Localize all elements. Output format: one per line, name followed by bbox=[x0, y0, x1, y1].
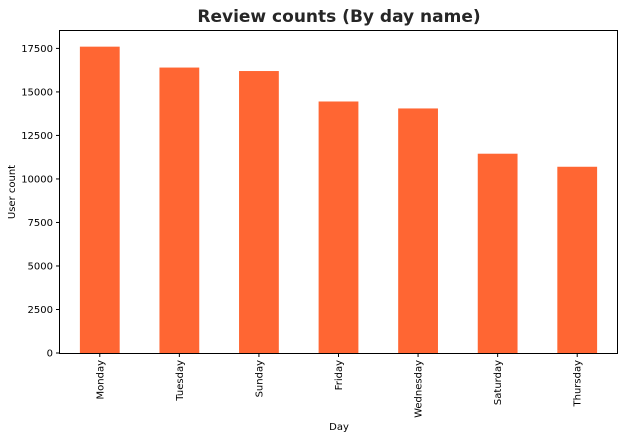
bar-thursday bbox=[557, 166, 598, 353]
y-tick-label-7500: 7500 bbox=[28, 218, 53, 229]
bar-saturday bbox=[477, 153, 518, 353]
x-tick-label-friday: Friday bbox=[334, 360, 345, 390]
x-axis: Monday Tuesday Sunday Friday Wednesday Saturd… bbox=[95, 353, 584, 418]
x-tick-label-monday: Monday bbox=[95, 360, 106, 400]
bars-layer bbox=[79, 46, 598, 354]
bar-sunday bbox=[239, 71, 279, 353]
x-tick-label-sunday: Sunday bbox=[254, 360, 265, 397]
plot-frame bbox=[59, 30, 618, 354]
x-tick-label-tuesday: Tuesday bbox=[175, 360, 186, 402]
y-tick-label-5000: 5000 bbox=[28, 261, 53, 272]
y-tick-label-0: 0 bbox=[47, 349, 53, 360]
y-tick-label-17500: 17500 bbox=[21, 44, 53, 55]
bar-tuesday bbox=[159, 67, 200, 354]
y-axis: 0 2500 5000 7500 10000 12500 15000 17500 bbox=[21, 44, 60, 360]
x-axis-label: Day bbox=[329, 422, 349, 433]
y-tick-label-10000: 10000 bbox=[21, 174, 53, 185]
bar-monday bbox=[79, 46, 120, 353]
chart-title: Review counts (By day name) bbox=[197, 7, 480, 27]
y-tick-label-12500: 12500 bbox=[21, 131, 53, 142]
x-tick-label-wednesday: Wednesday bbox=[414, 360, 425, 418]
y-axis-label: User count bbox=[7, 165, 18, 219]
bar-wednesday bbox=[398, 108, 438, 353]
y-tick-label-15000: 15000 bbox=[21, 87, 53, 98]
x-tick-label-saturday: Saturday bbox=[493, 360, 504, 405]
bar-friday bbox=[318, 101, 359, 354]
y-tick-label-2500: 2500 bbox=[28, 305, 53, 316]
x-tick-label-thursday: Thursday bbox=[573, 360, 584, 408]
